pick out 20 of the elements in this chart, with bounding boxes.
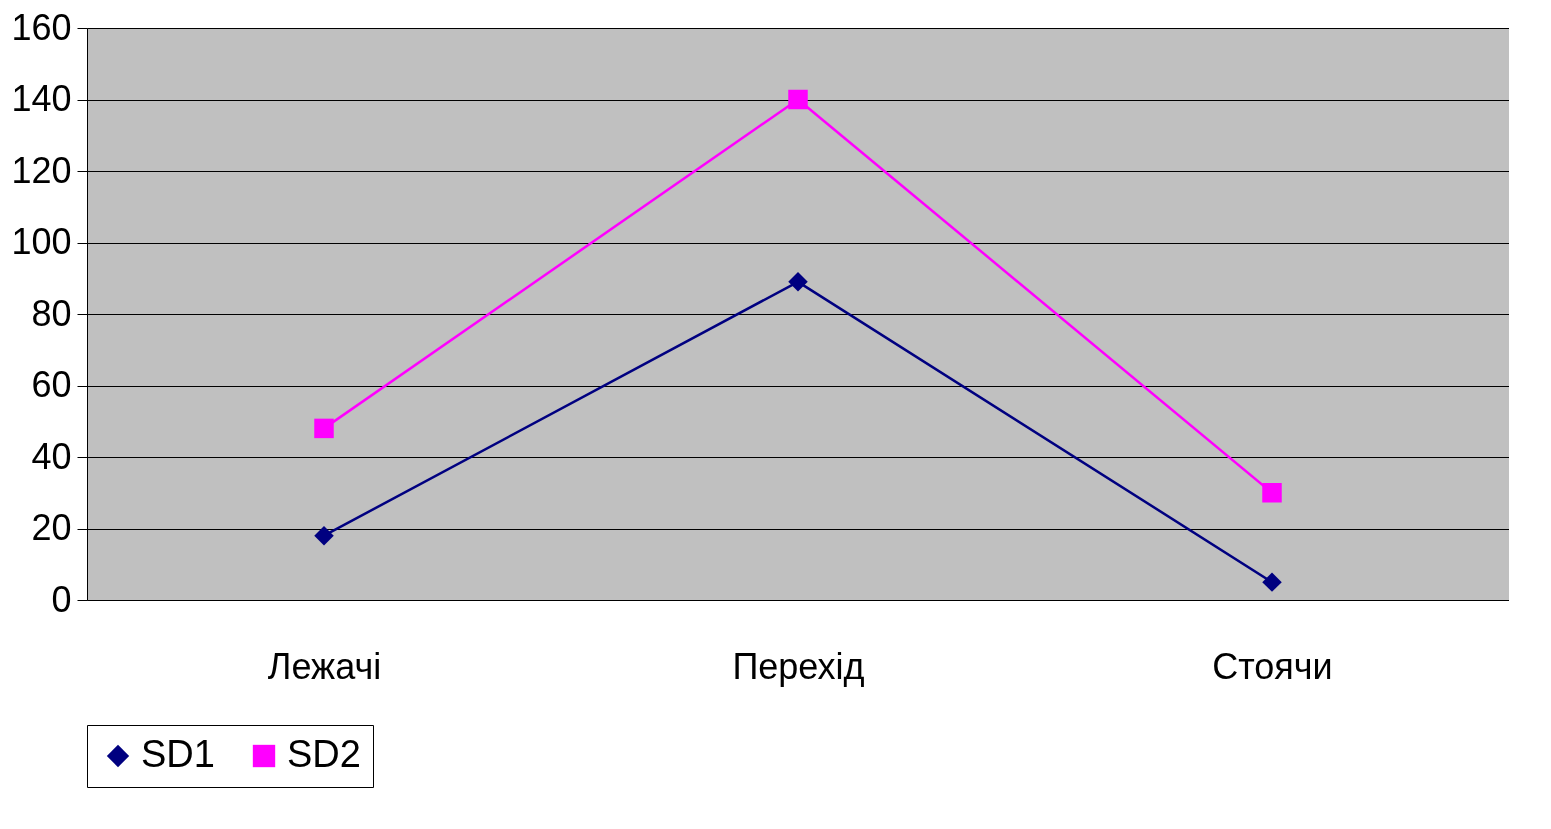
y-tick-label: 120 xyxy=(11,149,72,191)
point xyxy=(788,272,808,292)
legend-label: SD1 xyxy=(141,733,215,775)
point xyxy=(1262,572,1282,592)
y-tick-label: 20 xyxy=(31,507,72,548)
y-tick-label: 140 xyxy=(11,78,72,119)
point xyxy=(314,418,334,439)
x-tick-label: Перехід xyxy=(732,645,865,687)
point xyxy=(788,89,808,110)
y-tick-label: 100 xyxy=(11,221,72,262)
legend-label: SD2 xyxy=(287,733,361,775)
y-tick-label: 60 xyxy=(31,364,72,405)
point xyxy=(314,525,334,546)
y-tick-label: 80 xyxy=(31,292,72,334)
y-tick-label: 0 xyxy=(51,578,72,620)
x-tick-label: Стоячи xyxy=(1212,645,1333,687)
point xyxy=(1262,483,1282,503)
y-tick-label: 160 xyxy=(11,6,72,48)
y-tick-label: 40 xyxy=(31,435,72,477)
x-tick-label: Лежачі xyxy=(267,645,382,687)
